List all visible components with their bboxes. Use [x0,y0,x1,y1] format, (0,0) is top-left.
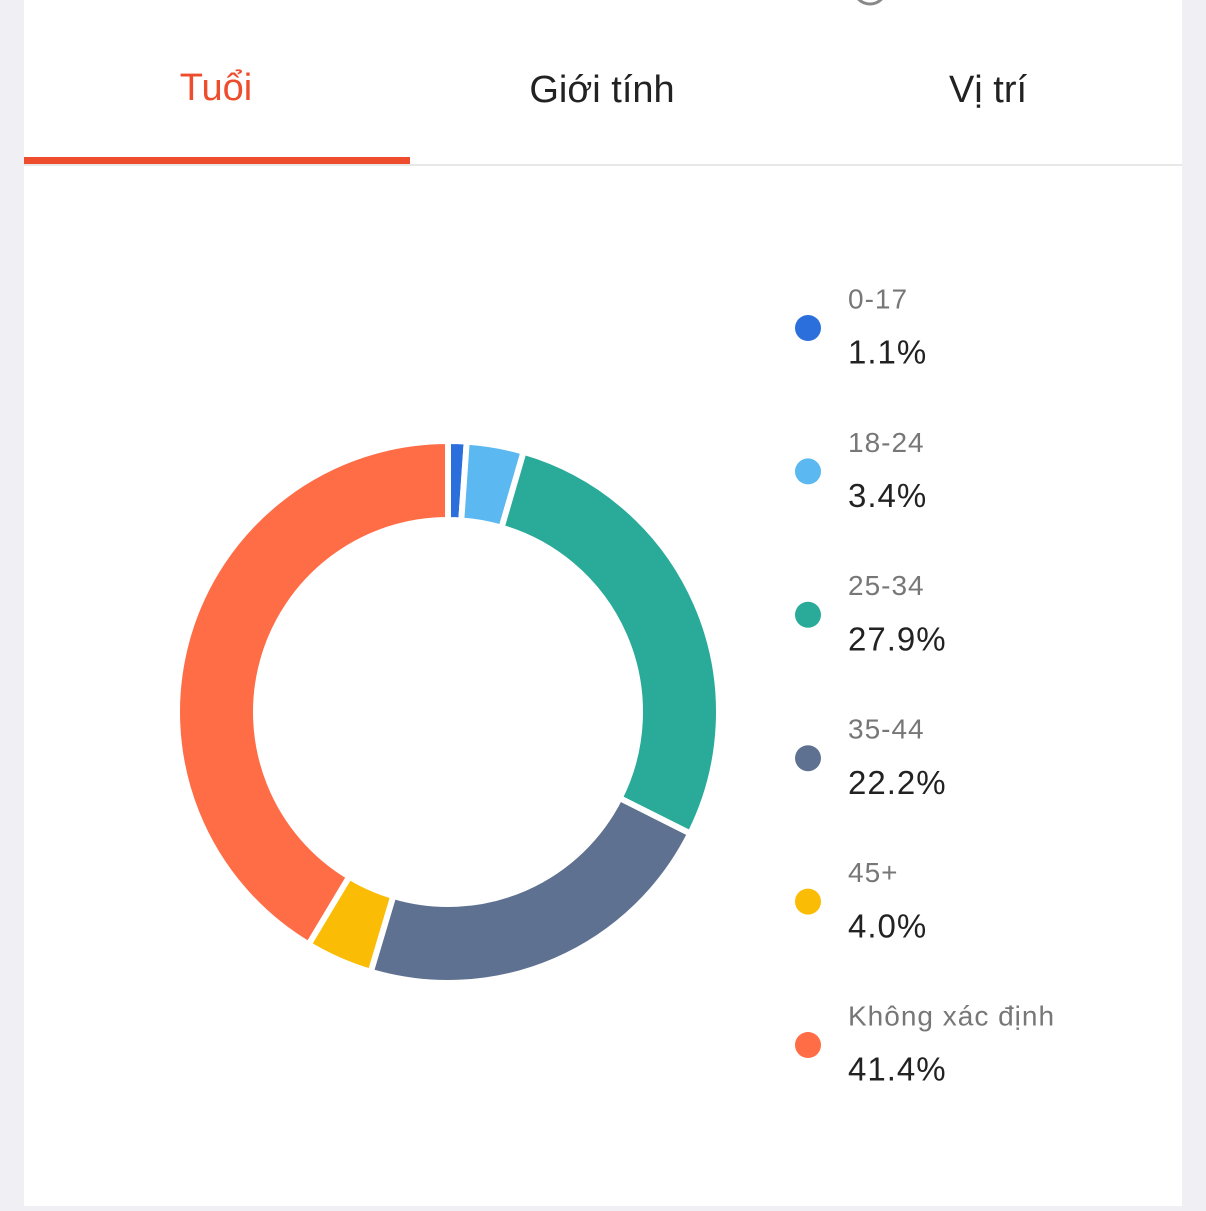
tab[interactable]: Giới tính [529,69,674,111]
legend-value: 1.1% [848,334,927,371]
legend-label: 0-17 [848,283,908,314]
info-icon [857,0,883,6]
tab[interactable]: Vị trí [949,69,1028,111]
legend-label: Không xác định [848,1000,1055,1031]
legend-label: 45+ [848,857,899,888]
tab[interactable]: Tuổi [180,67,253,109]
legend-dot [795,888,821,915]
legend-label: 18-24 [848,427,925,458]
donut-slice [497,448,722,838]
donut-slice [174,437,451,949]
legend-dot [795,315,821,341]
legend-dot [795,458,821,485]
legend-label: 35-44 [848,714,925,745]
legend-dot [795,601,821,628]
legend-value: 27.9% [848,621,947,658]
legend-value: 41.4% [848,1051,947,1088]
legend-value: 22.2% [848,764,947,801]
tab-indicator [24,157,410,164]
legend-label: 25-34 [848,570,925,601]
legend-dot [795,1032,821,1058]
legend-value: 3.4% [848,477,927,514]
legend-dot [795,745,821,772]
legend-value: 4.0% [848,907,927,944]
